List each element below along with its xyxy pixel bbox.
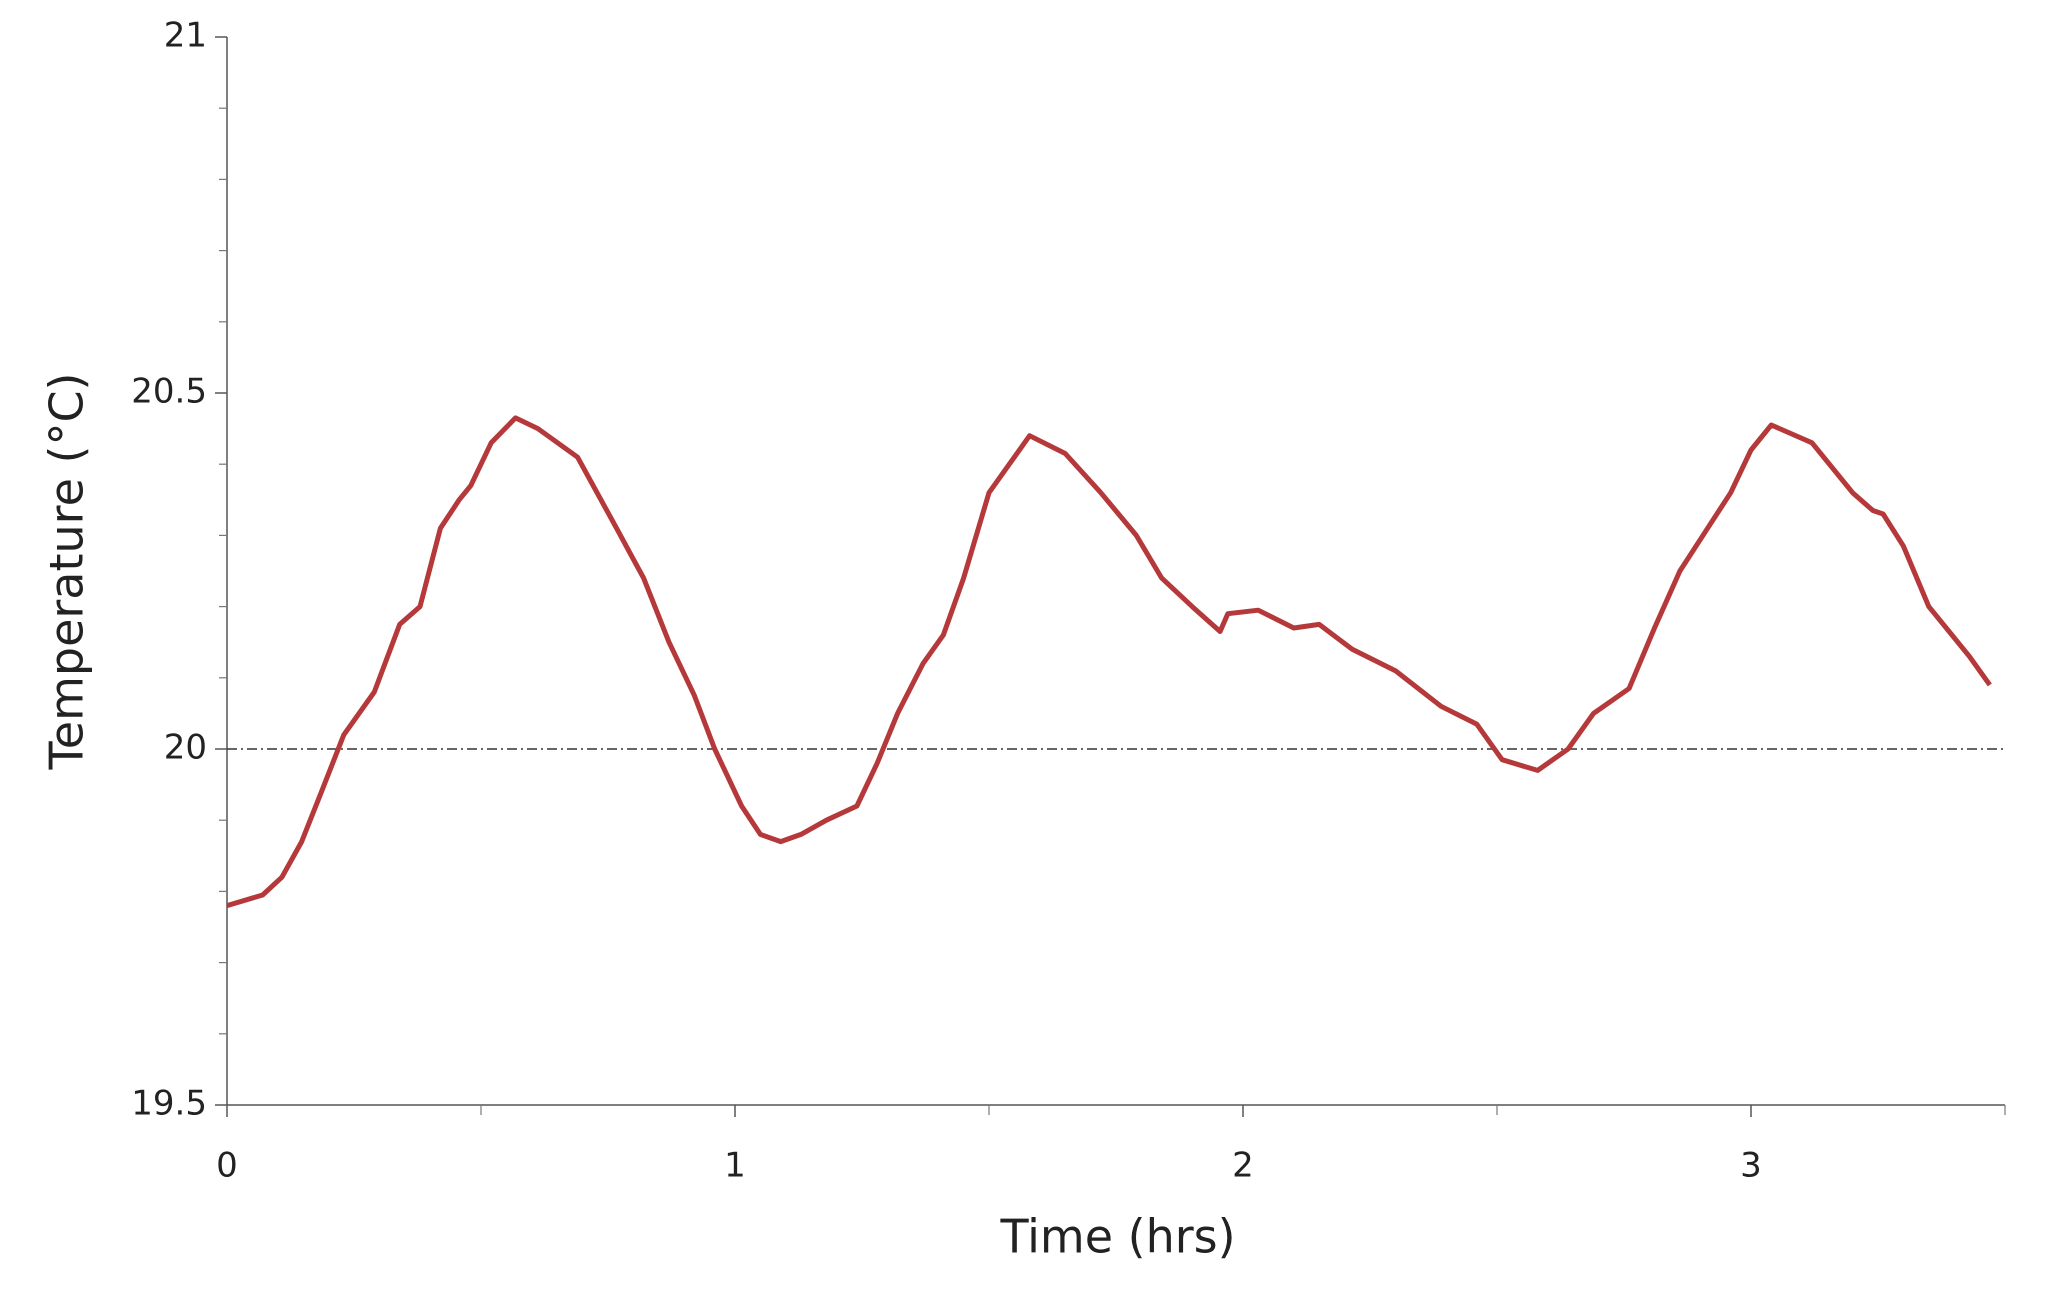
y-axis-title: Temperature (°C) [40,372,94,770]
x-axis-title: Time (hrs) [999,1210,1235,1264]
y-tick-label: 20 [164,728,207,768]
y-tick-label: 19.5 [131,1084,207,1124]
y-tick-label: 21 [164,16,207,56]
x-tick-label: 0 [216,1146,238,1186]
x-tick-label: 3 [1740,1146,1762,1186]
y-tick-label: 20.5 [131,372,207,412]
x-tick-label: 1 [724,1146,746,1186]
data-line [226,415,1992,908]
x-tick-label: 2 [1232,1146,1254,1186]
